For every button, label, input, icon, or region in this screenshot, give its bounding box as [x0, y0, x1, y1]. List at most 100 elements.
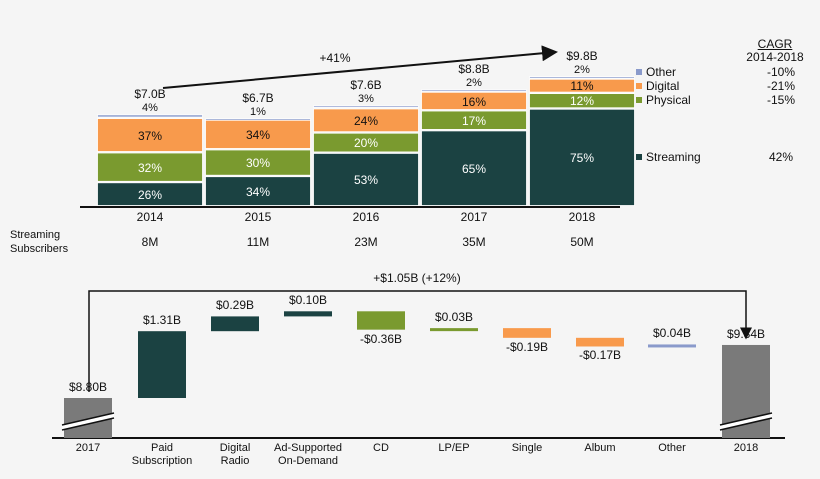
axis-break-gap: [62, 413, 114, 430]
waterfall-category-label: Single: [511, 442, 543, 454]
data-label: 24%: [353, 114, 379, 129]
waterfall-label: $1.31B: [142, 313, 182, 328]
waterfall-label: -$0.17B: [578, 348, 622, 363]
waterfall-bar-8: [648, 344, 696, 348]
waterfall-label: $0.29B: [215, 298, 255, 313]
waterfall-category-label: Ad-Supported: [274, 442, 342, 454]
waterfall-label: $9.84B: [726, 326, 766, 341]
data-label: 11%: [570, 79, 594, 94]
waterfall-bar-3: [284, 311, 332, 317]
data-label: 37%: [137, 128, 163, 143]
axis-break-mark: [61, 412, 115, 431]
bar-segment-digital-2015: [205, 119, 311, 149]
change-bracket-arrow: [88, 290, 752, 392]
data-label: 16%: [461, 94, 487, 109]
cagr-value: -10%: [766, 65, 796, 79]
subscribers-label: Subscribers: [10, 243, 69, 255]
x-tick-label: 2017: [460, 210, 488, 224]
x-tick-label: 2018: [568, 210, 596, 224]
bar-segment-other-2015: [205, 118, 311, 121]
waterfall-category-label: LP/EP: [438, 442, 470, 454]
legend-label: Digital: [646, 79, 680, 93]
bar-segment-streaming-2017: [421, 130, 527, 206]
waterfall-bar-7: [576, 337, 624, 347]
growth-arrow: [162, 45, 558, 89]
data-label: 12%: [569, 94, 595, 109]
bar-segment-other-2014: [97, 114, 203, 118]
total-label: $9.8B: [566, 48, 598, 63]
change-annotation: +$1.05B (+12%): [373, 271, 461, 285]
data-label: 30%: [245, 156, 271, 171]
cagr-value: -21%: [766, 79, 796, 93]
legend-label: Other: [646, 65, 677, 79]
x-tick-label: 2016: [352, 210, 380, 224]
data-label: 34%: [245, 184, 271, 199]
legend-marker-other: [636, 69, 642, 75]
subscribers-value: 8M: [141, 235, 159, 249]
total-label: $8.8B: [458, 61, 490, 76]
data-label: 20%: [353, 136, 379, 151]
cagr-value: -15%: [766, 93, 796, 107]
bar-segment-streaming-2015: [205, 176, 311, 206]
waterfall-bar-1: [138, 331, 186, 398]
total-label: $7.0B: [134, 86, 166, 101]
waterfall-bar-4: [357, 311, 405, 330]
cagr-value: 42%: [768, 150, 794, 164]
data-label: 2%: [466, 76, 482, 89]
data-label: 32%: [137, 160, 163, 175]
growth-annotation: +41%: [319, 51, 351, 65]
total-label: $6.7B: [242, 90, 274, 105]
waterfall-category-label: Digital: [219, 442, 251, 454]
bar-segment-other-2018: [529, 76, 635, 79]
bar-segment-other-2016: [313, 105, 419, 108]
legend-marker-physical: [636, 97, 642, 103]
waterfall-bar-5: [430, 328, 478, 332]
data-label: 2%: [574, 63, 590, 76]
waterfall-label: -$0.19B: [505, 339, 549, 354]
waterfall-label: $0.04B: [652, 326, 692, 341]
legend-label: Physical: [646, 93, 691, 107]
data-label: 65%: [461, 161, 487, 176]
waterfall-bar-2: [211, 316, 259, 332]
bar-segment-physical-2015: [205, 149, 311, 176]
legend-label: Streaming: [646, 150, 701, 164]
data-label: 3%: [358, 92, 374, 105]
data-label: 34%: [245, 127, 271, 142]
total-label: $7.6B: [350, 77, 382, 92]
bar-segment-physical-2016: [313, 132, 419, 153]
data-label: 75%: [569, 151, 595, 166]
cagr-header: CAGR: [757, 37, 793, 51]
waterfall-label: -$0.36B: [359, 331, 403, 346]
waterfall-label: $0.03B: [434, 310, 474, 325]
bar-segment-digital-2018: [529, 78, 635, 93]
subscribers-value: 23M: [354, 235, 378, 249]
waterfall-category-label: Paid: [150, 442, 174, 454]
x-tick-label: 2015: [244, 210, 272, 224]
waterfall-label: $8.80B: [68, 380, 108, 394]
bar-segment-streaming-2014: [97, 182, 203, 206]
bar-segment-physical-2014: [97, 152, 203, 182]
bar-segment-digital-2017: [421, 91, 527, 110]
waterfall-category-label: Subscription: [131, 455, 193, 467]
axis-break-mark: [719, 412, 773, 431]
waterfall-category-label: Other: [658, 442, 686, 454]
axis-break-gap: [720, 413, 772, 430]
subscribers-value: 11M: [246, 235, 270, 249]
data-label: 53%: [353, 173, 379, 188]
waterfall-category-label: Radio: [220, 455, 250, 467]
bar-segment-physical-2017: [421, 110, 527, 130]
data-label: 4%: [142, 101, 158, 114]
subscribers-value: 35M: [462, 235, 486, 249]
data-label: 17%: [461, 113, 487, 128]
waterfall-category-label: CD: [373, 442, 389, 454]
waterfall-category-label: 2017: [75, 442, 101, 454]
data-label: 1%: [250, 105, 266, 118]
legend-marker-digital: [636, 83, 642, 89]
bar-segment-digital-2014: [97, 118, 203, 152]
data-label: 26%: [137, 187, 163, 202]
bar-segment-streaming-2018: [529, 108, 635, 206]
bar-segment-physical-2018: [529, 93, 635, 109]
legend-marker-streaming: [636, 154, 642, 160]
